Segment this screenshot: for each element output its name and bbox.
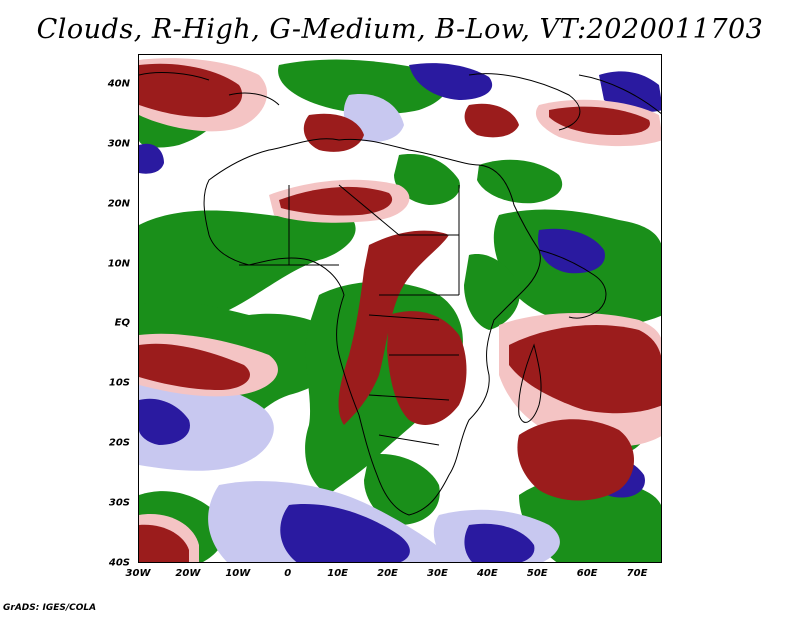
credit-text: GrADS: IGES/COLA [3,603,97,613]
map-panel [138,54,662,563]
lat-tick-label: 10S [108,377,130,389]
lat-tick-label: 20S [108,437,130,449]
lon-tick-label: 20W [175,568,201,579]
lon-tick-label: 20E [377,568,398,579]
lon-tick-label: 0 [284,568,292,579]
lon-tick-label: 10W [225,568,251,579]
lon-tick-label: 40E [476,568,498,579]
lon-tick-label: 70E [626,568,648,579]
map-title: Clouds, R-High, G-Medium, B-Low, VT:2020… [36,14,764,45]
lat-tick-label: 40S [108,557,130,569]
lat-tick-label: 40N [107,78,130,90]
lon-tick-label: 50E [526,568,548,579]
lat-tick-label: 20N [107,198,130,210]
coastlines [139,72,661,516]
lat-tick-label: 30S [108,497,130,509]
lon-tick-label: 60E [576,568,598,579]
lat-tick-label: 10N [107,258,130,270]
cloud-map [139,58,661,562]
lon-tick-label: 10E [327,568,348,579]
cloud-layers [139,58,661,562]
lon-tick-label: 30W [125,568,151,579]
lon-tick-label: 30E [427,568,448,579]
lat-tick-label: EQ [114,317,130,329]
lat-tick-label: 30N [107,138,130,150]
